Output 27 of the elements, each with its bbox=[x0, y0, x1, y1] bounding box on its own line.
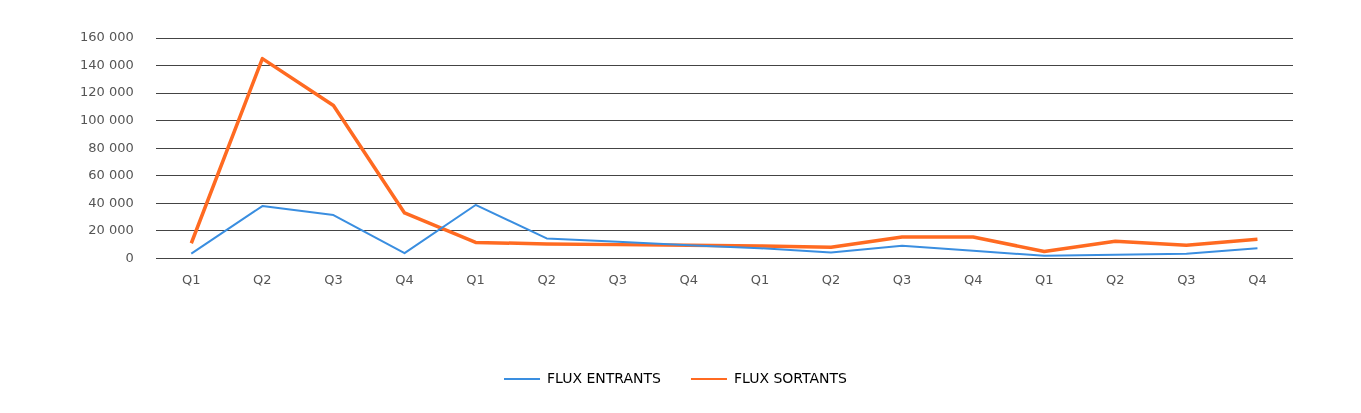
x-tick-label: Q1 bbox=[182, 271, 201, 287]
x-tick-label: Q1 bbox=[750, 271, 770, 287]
y-tick-label: 80 000 bbox=[88, 139, 134, 155]
x-tick-label: Q3 bbox=[892, 271, 912, 287]
y-tick-label: 40 000 bbox=[88, 194, 134, 210]
x-tick-label: Q4 bbox=[963, 271, 983, 287]
x-tick-label: Q3 bbox=[1177, 271, 1196, 287]
x-tick-label: Q3 bbox=[608, 271, 628, 287]
y-tick-label: 100 000 bbox=[79, 112, 134, 128]
x-tick-label: Q1 bbox=[1034, 271, 1054, 287]
x-tick-label: Q2 bbox=[253, 271, 272, 287]
x-tick-label: Q3 bbox=[324, 271, 343, 287]
x-tick-label: Q4 bbox=[1248, 271, 1267, 287]
legend-label: FLUX SORTANTS bbox=[733, 369, 848, 386]
x-tick-label: Q2 bbox=[537, 271, 556, 287]
x-tick-label: Q2 bbox=[1106, 271, 1125, 287]
x-tick-label: Q4 bbox=[679, 271, 699, 287]
y-tick-label: 120 000 bbox=[79, 84, 134, 100]
y-tick-label: 160 000 bbox=[79, 29, 134, 45]
y-tick-label: 20 000 bbox=[88, 222, 134, 238]
x-tick-label: Q2 bbox=[821, 271, 841, 287]
legend-label: FLUX ENTRANTS bbox=[547, 369, 662, 386]
y-tick-label: 60 000 bbox=[88, 167, 134, 183]
x-tick-label: Q1 bbox=[466, 271, 485, 287]
y-tick-label: 140 000 bbox=[79, 56, 134, 72]
y-tick-label: 0 bbox=[125, 249, 134, 265]
x-tick-label: Q4 bbox=[395, 271, 414, 287]
